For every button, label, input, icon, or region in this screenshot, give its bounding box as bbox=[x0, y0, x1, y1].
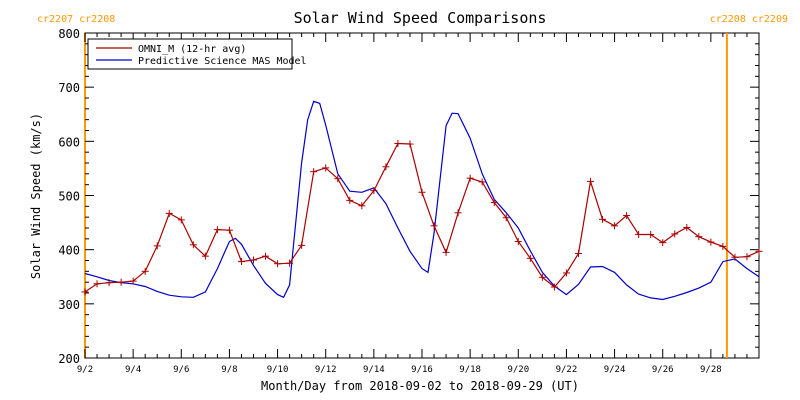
legend-box bbox=[87, 38, 293, 70]
data-point-marker bbox=[189, 241, 197, 249]
data-point-marker bbox=[250, 256, 257, 264]
data-point-marker bbox=[442, 248, 450, 256]
data-point-marker bbox=[105, 279, 113, 287]
data-point-marker bbox=[286, 259, 294, 267]
x-tick-label: 9/8 bbox=[221, 365, 237, 375]
data-point-marker bbox=[153, 242, 161, 250]
data-point-marker bbox=[599, 215, 607, 223]
data-point-marker bbox=[225, 226, 233, 234]
legend-label-omni: OMNI_M (12-hr avg) bbox=[138, 44, 246, 55]
x-tick-label: 9/14 bbox=[363, 365, 385, 375]
data-point-marker bbox=[659, 239, 667, 247]
data-point-marker bbox=[490, 199, 498, 207]
y-tick-label: 400 bbox=[58, 244, 80, 258]
data-point-marker bbox=[514, 238, 522, 246]
data-point-marker bbox=[538, 273, 546, 281]
x-tick-label: 9/16 bbox=[411, 365, 433, 375]
x-tick-label: 9/12 bbox=[315, 365, 337, 375]
data-point-marker bbox=[574, 249, 582, 257]
data-point-marker bbox=[695, 233, 703, 241]
data-point-marker bbox=[755, 247, 763, 255]
data-point-marker bbox=[358, 202, 366, 210]
data-point-marker bbox=[550, 283, 558, 291]
y-tick-label: 500 bbox=[58, 190, 80, 204]
data-point-marker bbox=[81, 288, 89, 296]
y-tick-label: 200 bbox=[58, 352, 80, 366]
data-point-marker bbox=[611, 222, 619, 230]
data-point-marker bbox=[117, 278, 125, 286]
data-point-marker bbox=[466, 174, 474, 182]
x-tick-label: 9/24 bbox=[604, 365, 626, 375]
data-point-marker bbox=[262, 252, 270, 260]
data-point-marker bbox=[418, 188, 426, 196]
x-tick-label: 9/20 bbox=[507, 365, 529, 375]
data-point-marker bbox=[177, 216, 185, 224]
y-tick-label: 600 bbox=[58, 135, 80, 149]
data-point-marker bbox=[141, 267, 149, 275]
x-tick-label: 9/28 bbox=[700, 365, 722, 375]
data-point-marker bbox=[587, 177, 594, 185]
data-point-marker bbox=[671, 230, 679, 238]
y-tick-label: 800 bbox=[58, 27, 80, 41]
x-axis-label: Month/Day from 2018-09-02 to 2018-09-29 … bbox=[261, 379, 579, 393]
data-point-marker bbox=[274, 260, 282, 268]
data-point-marker bbox=[623, 212, 631, 220]
data-point-marker bbox=[406, 140, 414, 148]
carrington-lines bbox=[84, 33, 728, 358]
data-point-marker bbox=[382, 163, 390, 171]
data-point-marker bbox=[346, 196, 354, 204]
data-point-marker bbox=[310, 168, 318, 176]
data-point-marker bbox=[322, 164, 330, 172]
y-axis-label: Solar Wind Speed (km/s) bbox=[29, 113, 43, 279]
data-point-marker bbox=[454, 209, 462, 217]
y-axis-ticks: 200 300 400 500 600 700 800 bbox=[58, 27, 759, 366]
carrington-label-right: cr2208 cr2209 bbox=[710, 14, 788, 25]
data-point-marker bbox=[731, 253, 739, 261]
data-point-marker bbox=[635, 231, 643, 238]
data-point-marker bbox=[526, 254, 534, 262]
data-point-marker bbox=[719, 242, 727, 250]
data-point-marker bbox=[707, 238, 715, 246]
series-line bbox=[84, 142, 760, 293]
x-tick-label: 9/26 bbox=[652, 365, 674, 375]
data-point-marker bbox=[370, 187, 378, 195]
chart-title: Solar Wind Speed Comparisons bbox=[294, 9, 547, 27]
x-tick-label: 9/4 bbox=[125, 365, 141, 375]
x-tick-label: 9/10 bbox=[267, 365, 289, 375]
data-point-marker bbox=[430, 222, 438, 230]
data-point-marker bbox=[129, 277, 137, 285]
data-point-marker bbox=[165, 209, 173, 217]
data-point-marker bbox=[334, 175, 342, 183]
data-point-marker bbox=[743, 253, 751, 261]
y-tick-label: 300 bbox=[58, 298, 80, 312]
data-point-marker bbox=[237, 258, 245, 266]
x-tick-label: 9/2 bbox=[77, 365, 93, 375]
x-tick-label: 9/18 bbox=[459, 365, 481, 375]
legend-label-model: Predictive Science MAS Model bbox=[138, 56, 307, 67]
carrington-label-left: cr2207 cr2208 bbox=[37, 14, 115, 25]
y-tick-label: 700 bbox=[58, 81, 80, 95]
data-point-marker bbox=[647, 231, 655, 238]
x-tick-label: 9/6 bbox=[173, 365, 189, 375]
series-line bbox=[84, 100, 760, 301]
data-point-marker bbox=[298, 241, 306, 249]
data-point-marker bbox=[683, 223, 691, 231]
legend: OMNI_M (12-hr avg) Predictive Science MA… bbox=[87, 38, 307, 70]
data-point-marker bbox=[394, 140, 402, 147]
data-point-marker bbox=[93, 280, 101, 288]
data-point-marker bbox=[201, 252, 209, 260]
data-point-marker bbox=[213, 226, 221, 234]
x-tick-label: 9/22 bbox=[556, 365, 578, 375]
series-layer bbox=[81, 100, 763, 301]
data-point-marker bbox=[502, 214, 510, 222]
x-axis-ticks: 9/2 9/4 9/6 9/8 9/10 9/12 9/14 9/16 9/18 9/20 9/22… bbox=[77, 33, 760, 375]
data-point-marker bbox=[562, 269, 570, 277]
data-point-marker bbox=[478, 178, 486, 186]
